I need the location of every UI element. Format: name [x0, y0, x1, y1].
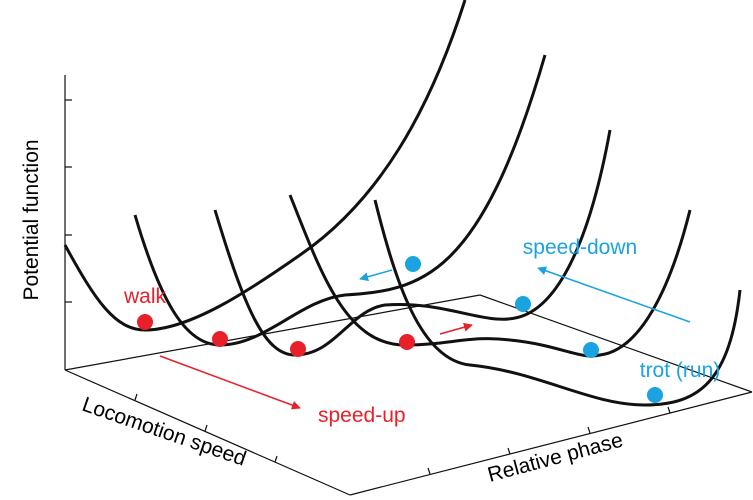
speed-down-label: speed-down — [523, 236, 637, 259]
potential-curves — [63, 0, 742, 407]
y-axis-label: Relative phase — [485, 429, 625, 487]
curve — [133, 54, 547, 347]
arrows — [159, 266, 691, 410]
speed-up-label: speed-up — [318, 404, 406, 427]
axes — [64, 75, 753, 496]
curve — [373, 199, 742, 407]
curve — [213, 129, 612, 357]
curve — [288, 194, 692, 358]
curve — [63, 0, 467, 332]
trot-label: trot (run) — [640, 359, 721, 382]
z-axis-label: Potential function — [20, 139, 43, 300]
state-dots — [137, 256, 663, 403]
x-axis-label: Locomotion speed — [79, 393, 249, 471]
walk-label: walk — [123, 285, 167, 308]
